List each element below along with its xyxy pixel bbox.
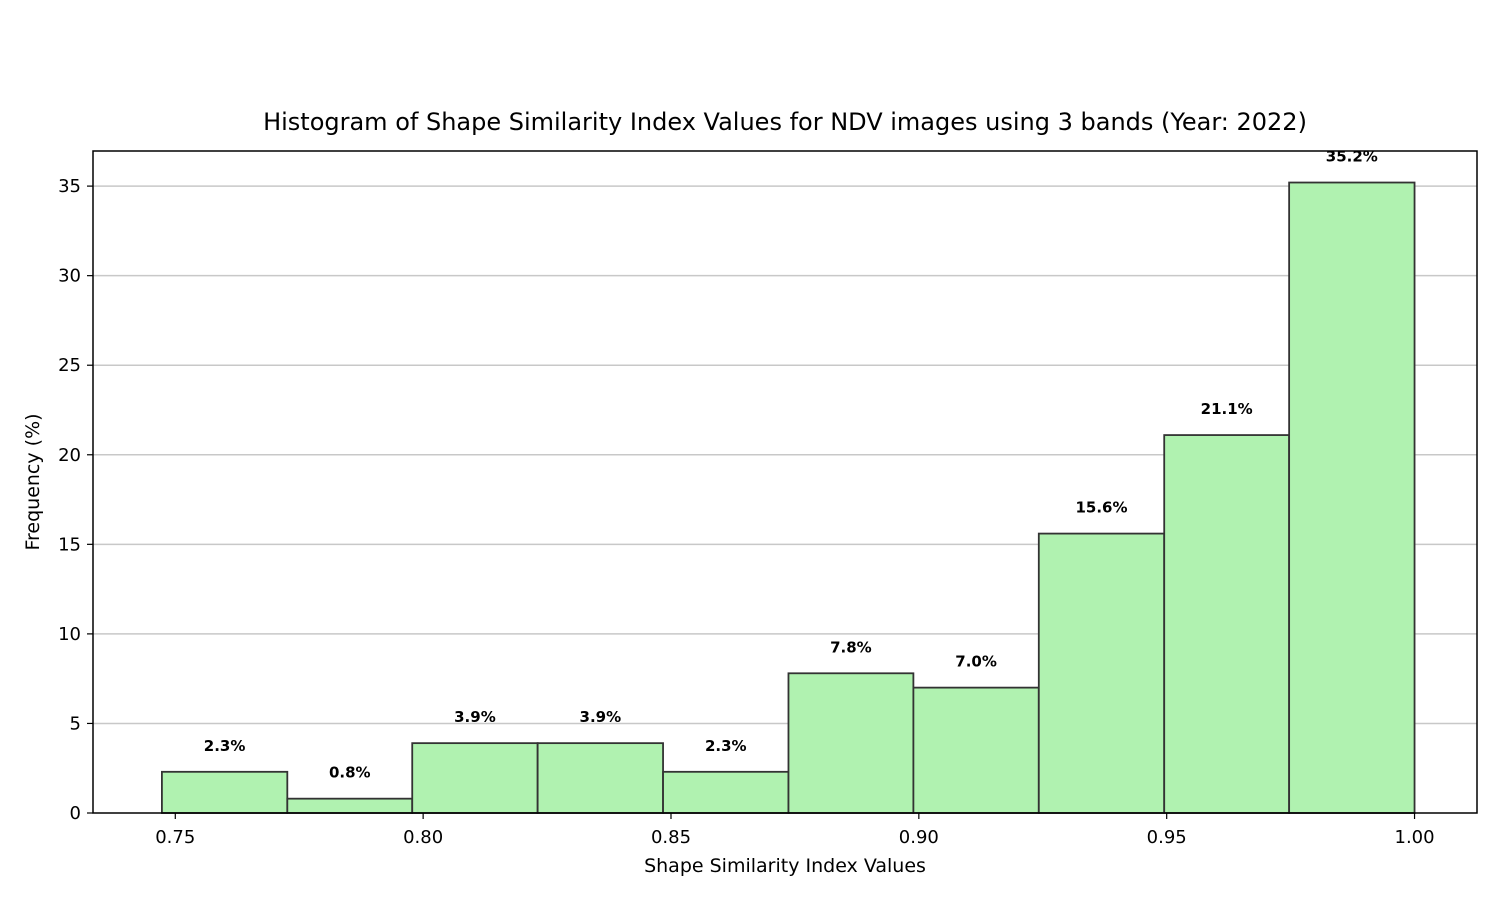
y-tick-label: 5: [70, 713, 81, 734]
bar-labels: 2.3% 0.8% 3.9% 3.9% 2.3% 7.8% 7.0% 15.6% 21.1% 35…: [204, 148, 1378, 782]
x-tick-label: 0.75: [155, 827, 195, 848]
y-tick-label: 35: [58, 176, 81, 197]
bar-value-label: 21.1%: [1201, 400, 1253, 418]
histogram-bar: [1288, 181, 1416, 814]
y-axis-title: Frequency (%): [22, 413, 44, 550]
y-tick-label: 0: [70, 803, 81, 824]
bars: [161, 181, 1416, 814]
y-tick-label: 20: [58, 445, 81, 466]
histogram-bar: [662, 770, 790, 814]
histogram-bar: [286, 797, 414, 814]
bar-value-label: 0.8%: [329, 764, 371, 782]
x-axis-ticks: 0.75 0.80 0.85 0.90 0.95 1.00: [155, 813, 1435, 848]
y-tick-label: 25: [58, 355, 81, 376]
histogram-bar: [536, 742, 664, 814]
y-axis-ticks: 0 5 10 15 20 25 30 35: [58, 176, 93, 824]
chart-title: Histogram of Shape Similarity Index Valu…: [263, 108, 1307, 136]
plot-frame: [92, 150, 1478, 814]
x-axis-title: Shape Similarity Index Values: [644, 855, 926, 877]
x-tick-label: 1.00: [1395, 827, 1435, 848]
bar-value-label: 2.3%: [705, 737, 747, 755]
histogram-bar: [1163, 434, 1291, 814]
bar-value-label: 3.9%: [580, 708, 622, 726]
x-tick-label: 0.95: [1147, 827, 1187, 848]
bar-value-label: 7.8%: [830, 638, 872, 656]
bar-value-label: 2.3%: [204, 737, 246, 755]
histogram-bar: [1037, 532, 1166, 814]
y-tick-label: 15: [58, 534, 81, 555]
histogram-bar: [787, 672, 915, 814]
y-tick-label: 30: [58, 266, 81, 287]
y-tick-label: 10: [58, 624, 81, 645]
histogram-bar: [411, 742, 539, 814]
x-tick-label: 0.85: [651, 827, 691, 848]
bar-value-label: 7.0%: [955, 653, 997, 671]
bar-value-label: 3.9%: [454, 708, 496, 726]
histogram-bar: [912, 686, 1040, 814]
histogram-bar: [161, 770, 289, 814]
x-tick-label: 0.90: [899, 827, 939, 848]
grid-lines: [93, 185, 1477, 725]
x-tick-label: 0.80: [403, 827, 443, 848]
bar-value-label: 15.6%: [1075, 499, 1127, 517]
bar-value-label: 35.2%: [1326, 148, 1378, 166]
